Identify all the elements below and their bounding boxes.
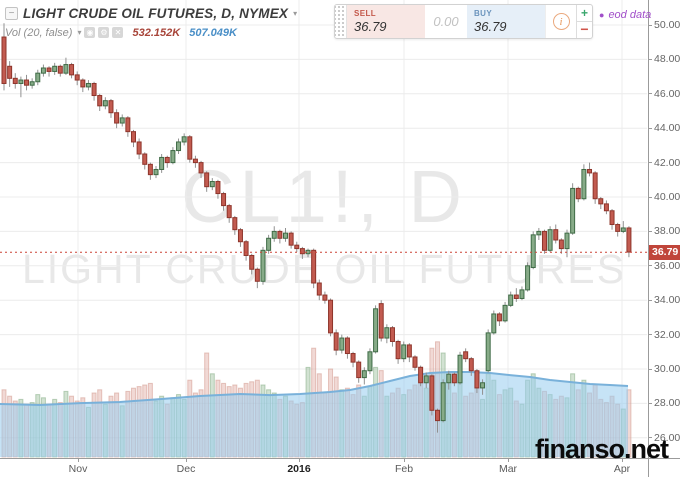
info-button[interactable]: i — [545, 5, 576, 38]
time-tick — [78, 459, 79, 462]
volume-ma-area — [0, 372, 628, 457]
buy-button[interactable]: BUY 36.79 — [467, 5, 545, 38]
symbol-title[interactable]: LIGHT CRUDE OIL FUTURES, D, NYMEX — [23, 5, 289, 21]
price-tick — [649, 24, 652, 26]
price-tick — [649, 162, 652, 164]
time-tick-label: Mar — [498, 463, 518, 475]
gear-icon[interactable]: ⚙ — [98, 27, 110, 38]
axis-corner — [648, 458, 680, 477]
buy-label: BUY — [474, 9, 493, 18]
decrease-quantity-button[interactable]: − — [580, 21, 589, 37]
price-tick-label: 32.00 — [654, 328, 680, 341]
price-tick — [649, 93, 652, 95]
time-axis[interactable]: Nov Dec 2016 Feb Mar Apr — [0, 458, 648, 477]
time-tick-label: Apr — [613, 463, 631, 475]
time-tick — [508, 459, 509, 462]
time-tick-label: Feb — [394, 463, 414, 475]
price-tick — [649, 437, 652, 439]
price-tick-label: 48.00 — [654, 53, 680, 66]
info-icon: i — [552, 13, 570, 30]
time-tick — [404, 459, 405, 462]
eod-data-label: eod data — [608, 9, 652, 21]
collapse-icon[interactable]: − — [5, 6, 18, 20]
time-tick-label: Dec — [176, 463, 196, 475]
price-tick — [649, 299, 652, 301]
chevron-down-icon[interactable]: ▾ — [77, 28, 82, 37]
drag-handle-icon[interactable] — [335, 5, 347, 38]
increase-quantity-button[interactable]: + — [577, 5, 592, 22]
price-tick — [649, 196, 652, 198]
sell-label: SELL — [354, 9, 377, 18]
price-tick-label: 44.00 — [654, 122, 680, 135]
time-tick — [622, 459, 623, 462]
sell-button[interactable]: SELL 36.79 — [347, 5, 425, 38]
price-tick-label: 36.00 — [654, 259, 680, 272]
time-tick-label: 2016 — [287, 463, 311, 475]
price-tick-label: 40.00 — [654, 191, 680, 203]
price-tick — [649, 334, 652, 336]
order-panel: SELL 36.79 0.00 BUY 36.79 i + − — [334, 4, 593, 39]
price-tick-label: 28.00 — [654, 397, 680, 410]
price-tick — [649, 265, 652, 267]
price-tick — [649, 127, 652, 129]
price-tick — [649, 58, 652, 60]
price-axis[interactable]: 50.00 48.00 46.00 44.00 42.00 40.00 38.00 36.00… — [648, 0, 680, 458]
volume-value-short: 532.152K — [132, 26, 181, 39]
candlestick-chart[interactable] — [0, 0, 648, 458]
price-tick-label: 26.00 — [654, 431, 680, 444]
chevron-down-icon[interactable]: ▾ — [293, 8, 298, 18]
time-tick — [186, 459, 187, 462]
price-tick-label: 30.00 — [654, 363, 680, 375]
price-tick — [649, 230, 652, 232]
site-watermark: finanso.net — [534, 434, 669, 464]
buy-price: 36.79 — [474, 19, 507, 34]
price-tick-label: 38.00 — [654, 225, 680, 238]
price-tick-label: 42.00 — [654, 156, 680, 169]
sell-price: 36.79 — [354, 19, 387, 34]
time-tick-label: Nov — [68, 463, 88, 475]
time-tick — [299, 459, 300, 462]
eod-data-badge: ● eod data — [599, 9, 651, 21]
last-price-badge: 36.79 — [649, 244, 680, 260]
watermark-description: LIGHT CRUDE OIL FUTURES — [21, 246, 627, 292]
chart-legend: − LIGHT CRUDE OIL FUTURES, D, NYMEX ▾ Vo… — [5, 5, 297, 40]
close-icon[interactable]: ✕ — [112, 27, 124, 38]
volume-value-ma: 507.049K — [189, 26, 237, 39]
price-tick — [649, 402, 652, 404]
volume-ma-line — [0, 371, 629, 407]
price-tick — [649, 368, 652, 370]
dot-icon: ● — [599, 10, 605, 20]
spread-value: 0.00 — [433, 14, 459, 29]
volume-indicator-label[interactable]: Vol (20, false) — [5, 26, 73, 39]
candles — [1, 23, 632, 433]
eye-icon[interactable]: ◉ — [84, 27, 96, 38]
price-tick-label: 50.00 — [654, 19, 680, 31]
price-tick-label: 34.00 — [654, 294, 680, 307]
price-tick-label: 46.00 — [654, 87, 680, 100]
